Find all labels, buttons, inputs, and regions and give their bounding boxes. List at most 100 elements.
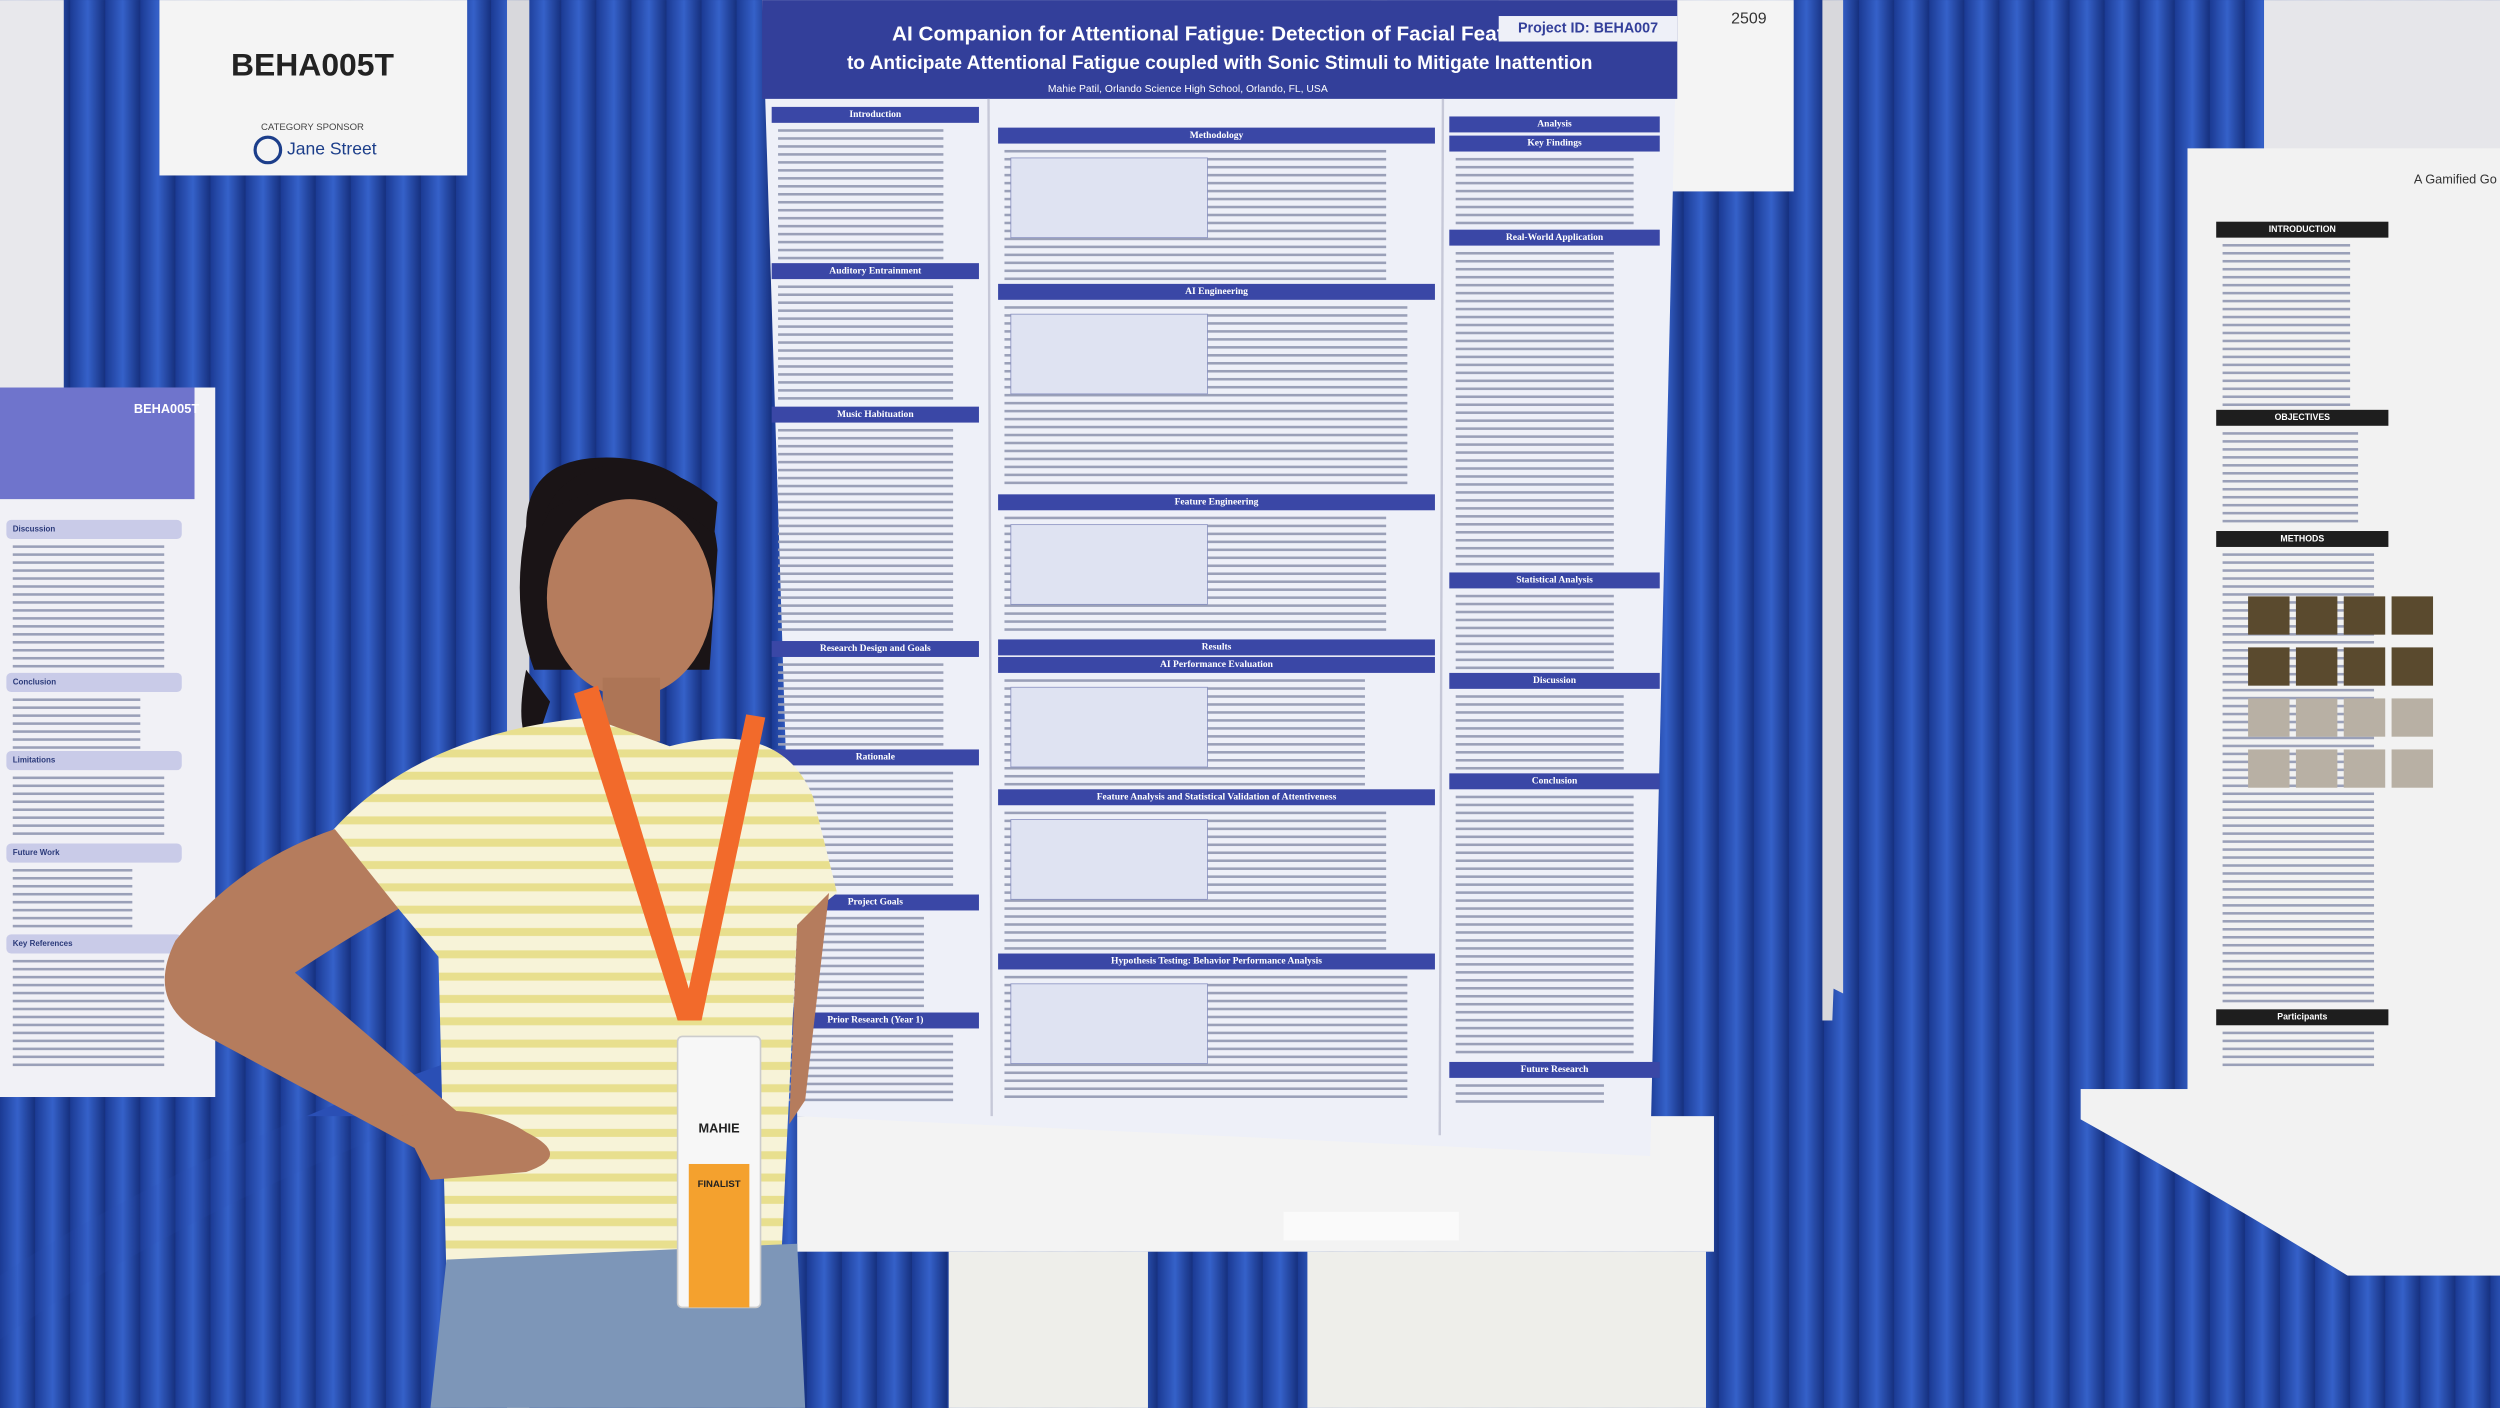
text-line xyxy=(1004,939,1387,942)
text-line xyxy=(1004,1079,1408,1083)
section-header xyxy=(1449,135,1660,152)
image-thumb xyxy=(2391,698,2434,737)
text-line xyxy=(1455,181,1634,185)
text-line xyxy=(12,569,165,572)
section-header xyxy=(771,106,979,123)
text-line xyxy=(1455,994,1634,998)
section-header xyxy=(771,749,979,766)
figure xyxy=(1010,524,1208,605)
text-line xyxy=(1004,1087,1408,1091)
text-line xyxy=(778,145,944,148)
text-line xyxy=(12,869,133,872)
text-line xyxy=(1004,915,1387,918)
section-title: METHODS xyxy=(2280,533,2324,543)
text-line xyxy=(1455,283,1614,287)
text-line xyxy=(2222,323,2351,327)
text-line xyxy=(1004,277,1387,281)
text-line xyxy=(1455,371,1614,375)
text-line xyxy=(1455,851,1634,855)
text-line xyxy=(778,851,954,855)
text-line xyxy=(778,365,954,368)
text-line xyxy=(12,698,141,701)
text-line xyxy=(1455,299,1614,303)
text-line xyxy=(1455,626,1614,630)
text-line xyxy=(12,1055,165,1059)
text-line xyxy=(1455,875,1634,878)
text-line xyxy=(2222,347,2351,351)
booth-number: 2509 xyxy=(1731,10,1767,27)
fence xyxy=(0,1116,479,1408)
text-line xyxy=(778,484,954,488)
image-thumb xyxy=(2391,596,2434,635)
text-line xyxy=(778,468,954,472)
text-line xyxy=(778,1090,954,1094)
text-line xyxy=(778,588,954,591)
text-line xyxy=(778,940,924,944)
sign-label: CATEGORY SPONSOR xyxy=(261,122,364,133)
text-line xyxy=(2222,331,2351,335)
text-line xyxy=(778,548,954,552)
text-line xyxy=(1004,425,1408,429)
text-line xyxy=(778,208,944,212)
text-line xyxy=(778,580,954,583)
section-header xyxy=(2216,1009,2389,1026)
figure xyxy=(1010,313,1208,395)
text-line xyxy=(12,983,165,987)
text-line xyxy=(778,628,954,631)
text-line xyxy=(12,609,165,612)
text-line xyxy=(778,572,954,576)
text-line xyxy=(778,177,944,180)
text-line xyxy=(2222,456,2359,459)
text-line xyxy=(1455,795,1634,799)
project-id: Project ID: BEHA007 xyxy=(1518,21,1658,37)
text-line xyxy=(2222,291,2351,295)
text-line xyxy=(778,703,944,706)
section-header xyxy=(771,641,979,657)
text-line xyxy=(778,444,954,448)
sponsor: Jane Street xyxy=(287,139,377,159)
text-line xyxy=(2222,440,2359,443)
section-header xyxy=(998,639,1435,656)
text-line xyxy=(2222,448,2359,451)
text-line xyxy=(1455,403,1614,407)
text-line xyxy=(1455,1010,1634,1014)
image-thumb xyxy=(2248,698,2290,737)
text-line xyxy=(778,492,954,496)
text-line xyxy=(778,216,944,220)
text-line xyxy=(1455,923,1634,926)
text-line xyxy=(2222,912,2375,915)
section-title: Future Work xyxy=(13,848,60,857)
section-header xyxy=(998,953,1435,970)
text-line xyxy=(2222,967,2375,971)
text-line xyxy=(1455,1050,1634,1054)
text-line xyxy=(1004,931,1387,934)
text-line xyxy=(1004,620,1387,623)
text-line xyxy=(1455,658,1614,662)
section-header xyxy=(771,406,979,423)
text-line xyxy=(2222,808,2375,811)
text-line xyxy=(778,932,924,936)
section-title: Discussion xyxy=(1533,675,1577,686)
text-line xyxy=(778,564,954,568)
text-line xyxy=(778,1050,954,1054)
text-line xyxy=(12,1015,165,1019)
text-line xyxy=(2222,991,2375,995)
text-line xyxy=(1455,515,1614,518)
text-line xyxy=(778,956,924,960)
section-header xyxy=(1449,572,1660,589)
text-line xyxy=(1455,251,1614,255)
text-line xyxy=(12,924,133,928)
text-line xyxy=(12,664,165,668)
text-line xyxy=(1455,947,1634,950)
text-line xyxy=(2222,593,2375,596)
text-line xyxy=(778,711,944,714)
text-line xyxy=(1004,975,1408,979)
wall xyxy=(0,0,64,399)
section-header xyxy=(998,127,1435,144)
text-line xyxy=(1455,735,1624,738)
text-line xyxy=(2222,880,2375,883)
text-line xyxy=(778,875,954,878)
text-line xyxy=(12,633,165,636)
text-line xyxy=(12,561,165,564)
image-thumb xyxy=(2248,647,2290,686)
